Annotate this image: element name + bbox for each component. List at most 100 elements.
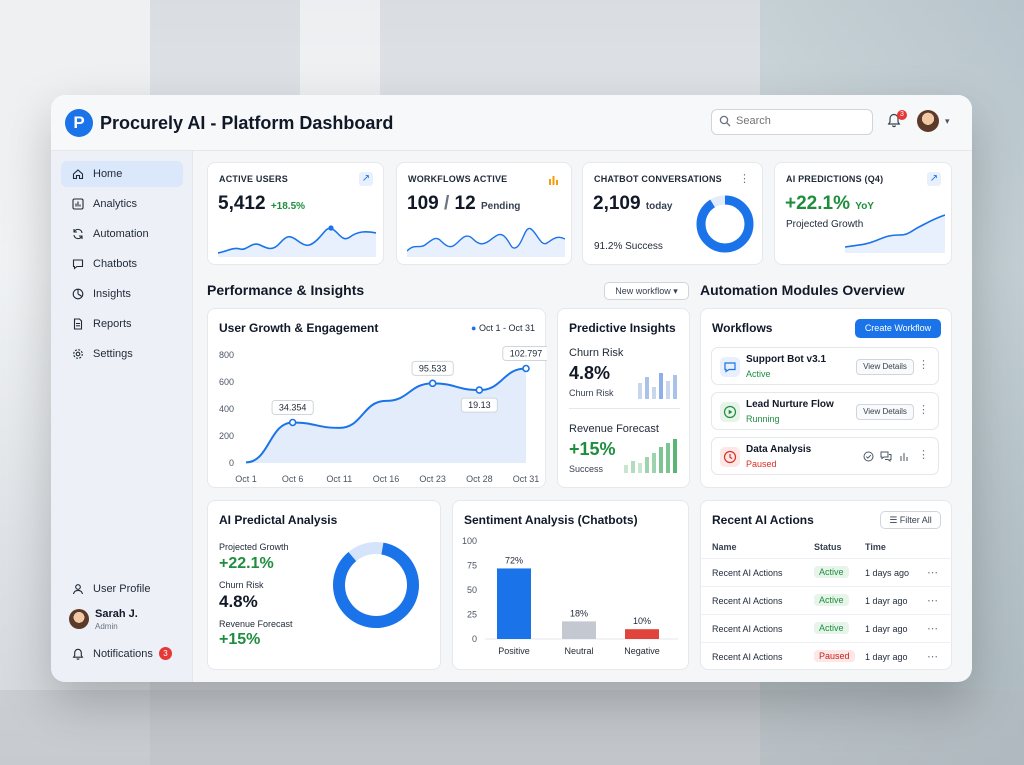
x-tick-label: Oct 28 (466, 474, 493, 484)
view-details-button[interactable]: View Details (856, 359, 914, 375)
kpi-card-ai-predictions: AI PREDICTIONS (Q4) ↗ +22.1% YoY Project… (774, 162, 952, 265)
avatar[interactable] (69, 609, 89, 629)
x-tick-label: Oct 6 (282, 474, 304, 484)
workflow-item[interactable]: Lead Nurture Flow Running View Details ⋮ (711, 392, 939, 430)
data-label: 18% (570, 608, 588, 618)
kpi-value: 109 / 12 Pending (407, 193, 521, 214)
create-workflow-button[interactable]: Create Workflow (855, 319, 941, 338)
ai-donut-chart (333, 542, 419, 628)
filter-button[interactable]: ☰ Filter All (880, 511, 941, 529)
expand-icon[interactable]: ↗ (359, 172, 373, 186)
automation-icon (73, 228, 83, 240)
data-label: 19.13 (468, 400, 491, 410)
bar[interactable] (625, 629, 659, 639)
bell-icon[interactable] (887, 113, 901, 128)
sidebar-item-user-profile[interactable]: User Profile (61, 576, 183, 602)
workflow-status: Paused (746, 459, 777, 469)
bar[interactable] (497, 568, 531, 639)
gear-icon (73, 349, 83, 359)
workflow-item[interactable]: Support Bot v3.1 Active View Details ⋮ (711, 347, 939, 385)
check-circle-icon[interactable] (863, 451, 874, 462)
data-point[interactable] (475, 386, 484, 394)
x-tick-label: Oct 11 (326, 474, 352, 484)
row-time: 1 dayr ago (865, 624, 908, 634)
sidebar-item-label: Notifications (93, 648, 153, 660)
data-point[interactable] (428, 379, 437, 388)
sidebar-item-label: Chatbots (93, 258, 138, 270)
sidebar-item-analytics[interactable]: Analytics (61, 191, 183, 217)
view-details-button[interactable]: View Details (856, 404, 914, 420)
background-floor (0, 690, 1024, 765)
table-row[interactable]: Recent AI Actions Paused 1 dayr ago ⋯ (701, 642, 953, 670)
section-title-automation: Automation Modules Overview (700, 282, 905, 298)
card-title: Predictive Insights (569, 321, 676, 335)
card-title: Sentiment Analysis (Chatbots) (464, 513, 638, 527)
play-icon (720, 402, 740, 422)
sidebar-item-label: Settings (93, 348, 133, 360)
divider (569, 408, 680, 409)
bar-chart-icon[interactable] (899, 451, 910, 462)
sidebar-item-label: Automation (93, 228, 149, 240)
table-row[interactable]: Recent AI Actions Active 1 dayr ago ⋯ (701, 614, 953, 642)
data-label-box (411, 360, 454, 376)
app-logo: P (65, 109, 93, 137)
search-input[interactable] (736, 115, 866, 127)
table-row[interactable]: Recent AI Actions Active 1 dayr ago ⋯ (701, 586, 953, 614)
date-range[interactable]: ● Oct 1 - Oct 31 (471, 323, 535, 333)
data-label: 10% (633, 616, 651, 626)
search-box[interactable] (711, 109, 873, 135)
app-title: Procurely AI - Platform Dashboard (100, 113, 394, 133)
workflow-status: Active (746, 369, 771, 379)
clock-icon (720, 447, 740, 467)
x-tick-label: Oct 23 (419, 474, 446, 484)
more-icon[interactable]: ⋯ (927, 651, 938, 663)
sidebar-item-settings[interactable]: Settings (61, 341, 183, 367)
y-tick-label: 600 (219, 377, 234, 387)
more-icon[interactable]: ⋮ (739, 173, 750, 185)
kpi-sub: 91.2% Success (594, 241, 663, 252)
sidebar-item-insights[interactable]: Insights (61, 281, 183, 307)
expand-icon[interactable]: ↗ (927, 172, 941, 186)
new-workflow-dropdown[interactable]: New workflow ▾ (604, 282, 689, 300)
sidebar-item-chatbots[interactable]: Chatbots (61, 251, 183, 277)
column-header[interactable]: Status (814, 542, 842, 552)
sidebar-item-automation[interactable]: Automation (61, 221, 183, 247)
row-time: 1 days ago (865, 568, 910, 578)
search-icon (719, 115, 731, 127)
x-tick-label: Negative (624, 646, 660, 656)
more-icon[interactable]: ⋮ (918, 404, 929, 416)
document-icon (73, 318, 83, 330)
card-title: User Growth & Engagement (219, 321, 379, 335)
churn-value: 4.8% (569, 363, 611, 383)
avatar[interactable] (917, 110, 939, 132)
column-header[interactable]: Time (865, 542, 886, 552)
y-tick-label: 50 (467, 585, 477, 595)
chevron-down-icon[interactable]: ▾ (945, 116, 950, 126)
more-icon[interactable]: ⋯ (927, 595, 938, 607)
data-point[interactable] (522, 364, 530, 373)
more-icon[interactable]: ⋯ (927, 623, 938, 635)
x-tick-label: Neutral (564, 646, 593, 656)
more-icon[interactable]: ⋮ (918, 359, 929, 371)
chat-icon[interactable] (880, 451, 892, 462)
sidebar-item-reports[interactable]: Reports (61, 311, 183, 337)
sidebar-item-home[interactable]: Home (61, 161, 183, 187)
sidebar-item-notifications[interactable]: Notifications 3 (61, 641, 183, 667)
more-icon[interactable]: ⋯ (927, 567, 938, 579)
data-point[interactable] (288, 418, 297, 427)
y-tick-label: 200 (219, 431, 234, 441)
more-icon[interactable]: ⋮ (918, 449, 929, 461)
workflow-name: Lead Nurture Flow (746, 399, 834, 410)
column-header[interactable]: Name (712, 542, 737, 552)
workflow-name: Data Analysis (746, 444, 812, 455)
revenue-value: +15% (219, 631, 261, 648)
bar[interactable] (562, 621, 596, 639)
revenue-label: Revenue Forecast (219, 619, 293, 629)
data-label-box (460, 397, 498, 413)
table-row[interactable]: Recent AI Actions Active 1 days ago ⋯ (701, 558, 953, 586)
status-badge: Active (814, 622, 849, 634)
pie-icon (72, 288, 84, 300)
row-name: Recent AI Actions (712, 568, 783, 578)
kpi-value: 2,109 today (593, 193, 673, 214)
workflow-item[interactable]: Data Analysis Paused ⋮ (711, 437, 939, 475)
